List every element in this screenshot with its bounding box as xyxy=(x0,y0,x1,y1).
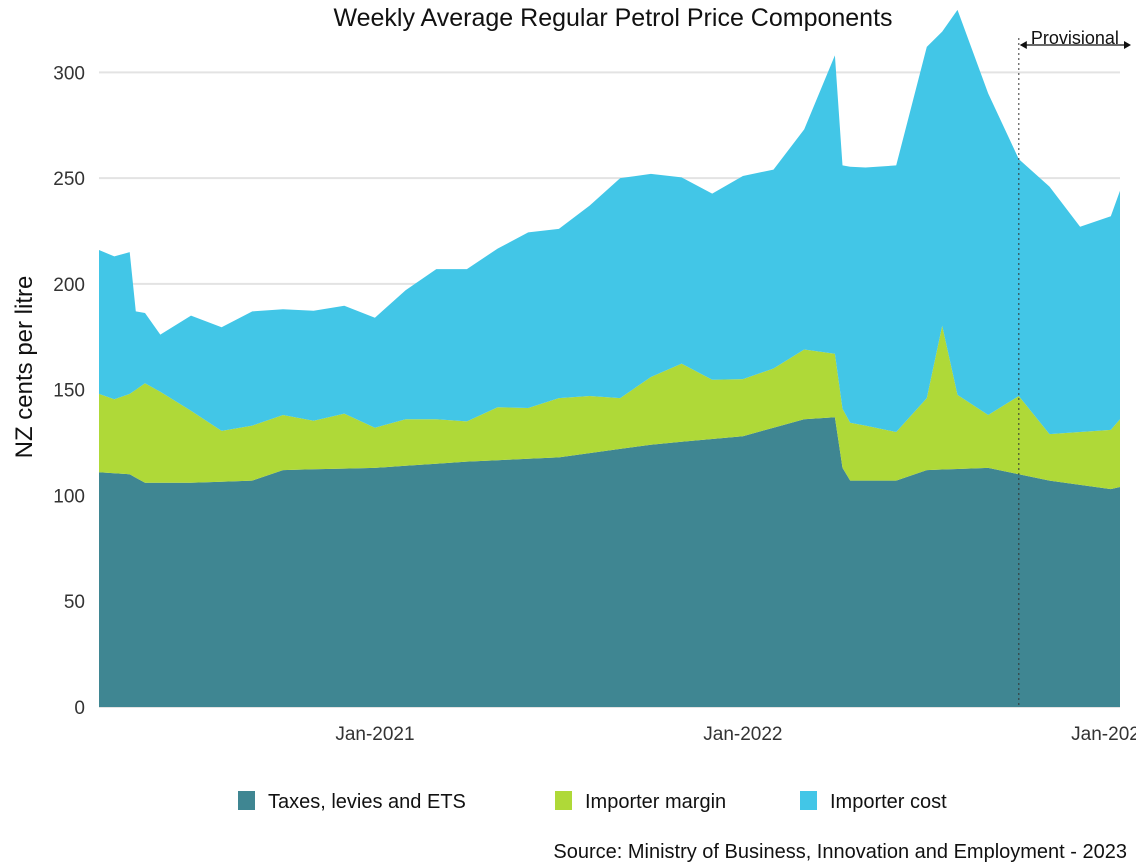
legend: Taxes, levies and ETS Importer margin Impo… xyxy=(238,791,947,813)
x-tick-label-2: Jan-2022 xyxy=(703,724,782,745)
y-tick-label-50: 50 xyxy=(64,592,85,613)
y-tick-label-250: 250 xyxy=(53,169,85,190)
y-tick-label-0: 0 xyxy=(74,698,85,719)
y-tick-label-200: 200 xyxy=(53,275,85,296)
y-tick-label-300: 300 xyxy=(53,63,85,84)
provisional-arrow-right-head xyxy=(1124,41,1131,49)
legend-label-1: Taxes, levies and ETS xyxy=(268,791,466,813)
legend-swatch-3 xyxy=(800,791,817,810)
provisional-arrow-left-head xyxy=(1019,41,1027,49)
y-axis-ticks: 0 50 100 150 200 250 300 xyxy=(53,63,85,719)
y-axis-label: NZ cents per litre xyxy=(11,276,38,459)
x-tick-label-1: Jan-2021 xyxy=(335,724,414,745)
y-tick-label-150: 150 xyxy=(53,381,85,402)
area-series-3 xyxy=(99,9,1120,435)
legend-label-3: Importer cost xyxy=(830,791,947,813)
source-note: Source: Ministry of Business, Innovation… xyxy=(553,841,1127,862)
area-series-1 xyxy=(99,417,1120,707)
area-series-2 xyxy=(99,325,1120,490)
y-tick-label-100: 100 xyxy=(53,486,85,507)
legend-swatch-1 xyxy=(238,791,255,810)
area-series-group xyxy=(99,9,1120,707)
provisional-label: Provisional xyxy=(1031,28,1119,48)
provisional-marker: Provisional xyxy=(1018,28,1131,707)
legend-label-2: Importer margin xyxy=(585,791,726,813)
x-axis-ticks: Jan-2021 Jan-2022 Jan-2023 xyxy=(335,724,1136,745)
x-tick-label-3: Jan-2023 xyxy=(1071,724,1136,745)
chart-title: Weekly Average Regular Petrol Price Comp… xyxy=(333,4,892,32)
legend-swatch-2 xyxy=(555,791,572,810)
